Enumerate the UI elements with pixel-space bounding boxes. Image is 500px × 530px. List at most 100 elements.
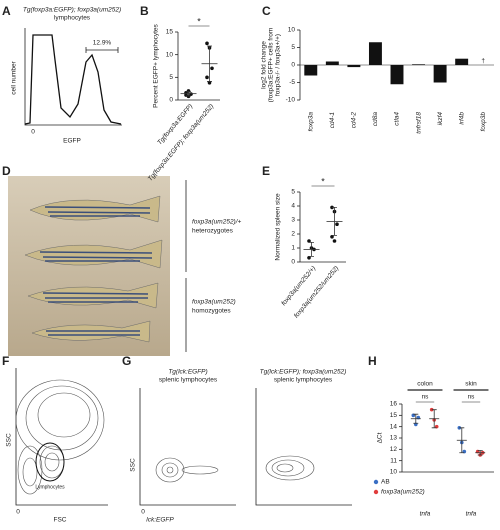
panel-g: Tg(lck:EGFP) splenic lymphocytes Tg(lck:… (130, 369, 352, 524)
y-tick-label: 10 (288, 27, 296, 34)
x-tick-label: cd4-2 (351, 112, 358, 129)
gate-label: 12.9% (93, 40, 112, 47)
data-point (210, 66, 214, 71)
y-tick-label: 15 (166, 29, 174, 36)
data-point (205, 41, 209, 46)
panel-letter: F (2, 354, 9, 368)
y-tick-label: 10 (390, 469, 398, 476)
data-point (207, 80, 212, 85)
subtitle: splenic lymphocytes (274, 377, 333, 384)
legend-label: AB (381, 479, 390, 486)
bar (368, 42, 382, 65)
data-point (186, 89, 191, 93)
bar (412, 64, 426, 65)
legend-marker (373, 489, 379, 495)
x-tick-label: 0 (31, 129, 35, 136)
y-tick-label: 0 (291, 62, 295, 69)
y-label: foxp3a-/- / foxp3a+/+) (275, 34, 282, 96)
y-tick-label: 0 (291, 259, 295, 266)
axes (139, 388, 352, 506)
x-tick-label: ikzf4 (437, 112, 444, 126)
significance: * (197, 16, 201, 26)
genotype-note: homozygotes (192, 308, 231, 315)
y-tick-label: 10 (166, 51, 174, 58)
panel-a: Tg(foxp3a:EGFP); foxp3a(um252) lymphocyt… (11, 7, 122, 145)
y-label: ΔCt (377, 432, 384, 443)
legend-marker (373, 479, 379, 485)
data-point (307, 255, 311, 260)
y-tick-label: 1 (291, 245, 295, 252)
legend-label: foxp3a(um252) (381, 489, 425, 496)
error-bar (207, 45, 212, 82)
x-tick-label: Tg(foxp3a:EGFP) (156, 103, 194, 147)
y-label: (foxp3a:EGFP+ cells from (268, 28, 275, 103)
axes (24, 28, 122, 126)
x-tick-label: tnfa (420, 511, 431, 518)
panel-letter: C (262, 4, 271, 18)
bar (304, 65, 318, 76)
gate (35, 442, 65, 482)
data-point (307, 239, 311, 243)
error-bar (413, 413, 419, 424)
y-tick-label: 5 (169, 74, 173, 81)
bar (390, 65, 404, 85)
panel-letter: D (2, 164, 11, 178)
subtitle: lymphocytes (54, 15, 91, 22)
y-label: cell number (11, 60, 18, 94)
histogram-curve (24, 34, 122, 125)
y-tick-label: 16 (390, 401, 398, 408)
contours (15, 379, 105, 495)
data-point (332, 239, 337, 243)
y-tick-label: 11 (390, 457, 397, 464)
y-tick-label: -5 (289, 79, 295, 86)
y-tick-label: 5 (291, 189, 295, 196)
x-label: EGFP (63, 138, 81, 145)
x-tick-label: cd8a (372, 112, 379, 126)
genotype: foxp3a(um252) (192, 299, 236, 306)
x-tick-label: irf4b (458, 112, 465, 125)
y-label: Normalized spleen size (275, 193, 282, 261)
significance: * (321, 176, 325, 186)
y-tick-label: -10 (286, 97, 296, 104)
title: Tg(lck:EGFP) (168, 369, 207, 376)
y-tick-label: 15 (390, 412, 398, 419)
contours (155, 455, 315, 483)
x-tick-label: tnfa (466, 511, 477, 518)
annotation: † (481, 58, 485, 65)
subtitle: splenic lymphocytes (159, 377, 218, 384)
significance: ns (422, 394, 430, 401)
significance: ns (468, 394, 476, 401)
stripes (39, 206, 153, 336)
bar (325, 61, 339, 65)
y-tick-label: 4 (291, 203, 295, 210)
panel-letter: E (262, 164, 270, 178)
title: Tg(foxp3a:EGFP); foxp3a(um252) (23, 7, 121, 14)
y-tick-label: 3 (291, 217, 295, 224)
group-label: skin (465, 381, 477, 388)
panel-f: Lymphocytes 0 FSC SSC (6, 368, 108, 524)
panel-d: foxp3a(um252)/+ heterozygotes foxp3a(um2… (8, 176, 242, 356)
x-tick-label: ctla4 (394, 112, 401, 126)
error-bar (332, 207, 337, 236)
genotype-note: heterozygotes (192, 228, 234, 235)
x-tick-label: foxp3b (480, 112, 487, 132)
x-tick-label: foxp3a (307, 112, 314, 132)
y-tick-label: 12 (390, 446, 398, 453)
x-label: lck:EGFP (146, 517, 174, 524)
x-tick-label: cd4-1 (329, 112, 336, 129)
panel-letter: B (140, 4, 149, 18)
error-bar (186, 90, 191, 97)
data-point (335, 222, 339, 226)
data-point (189, 92, 193, 96)
y-tick-label: 2 (291, 231, 295, 238)
error-bar (477, 450, 483, 456)
group-label: colon (417, 381, 433, 388)
title: Tg(lck:EGFP); foxp3a(um252) (260, 369, 347, 376)
bar (455, 58, 469, 65)
panel-letter: A (2, 4, 11, 18)
panel-letter: G (122, 354, 131, 368)
y-tick-label: 13 (390, 435, 398, 442)
y-label: SSC (130, 458, 137, 472)
